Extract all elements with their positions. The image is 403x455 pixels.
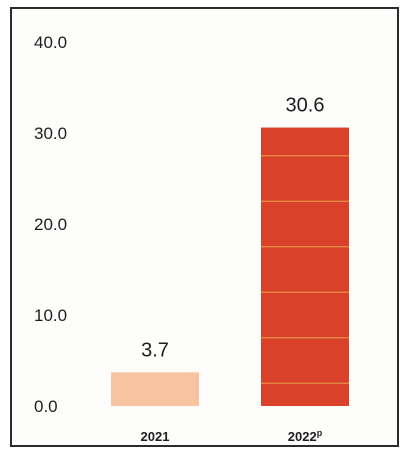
- bar-2022P: [261, 127, 349, 406]
- category-label-2022P: 2022p: [288, 428, 323, 444]
- category-label-2021: 2021: [141, 429, 170, 444]
- y-tick-label: 10.0: [34, 306, 67, 325]
- bar-2021: [111, 372, 199, 406]
- chart-frame: 0.0 10.0 20.0 30.0 40.0 3.7 30.6 2021 2022p: [10, 7, 399, 447]
- data-label-2021: 3.7: [141, 339, 169, 361]
- y-tick-label: 20.0: [34, 215, 67, 234]
- bars: [111, 127, 349, 406]
- bar-chart: 0.0 10.0 20.0 30.0 40.0 3.7 30.6 2021 2022p: [34, 33, 349, 444]
- data-label-2022P: 30.6: [286, 95, 325, 117]
- y-axis-ticks: 0.0 10.0 20.0 30.0 40.0: [34, 33, 67, 416]
- data-labels: 3.7 30.6: [141, 95, 324, 362]
- y-tick-label: 30.0: [34, 124, 67, 143]
- y-tick-label: 0.0: [34, 397, 58, 416]
- x-axis-categories: 2021 2022p: [141, 428, 323, 444]
- y-tick-label: 40.0: [34, 33, 67, 52]
